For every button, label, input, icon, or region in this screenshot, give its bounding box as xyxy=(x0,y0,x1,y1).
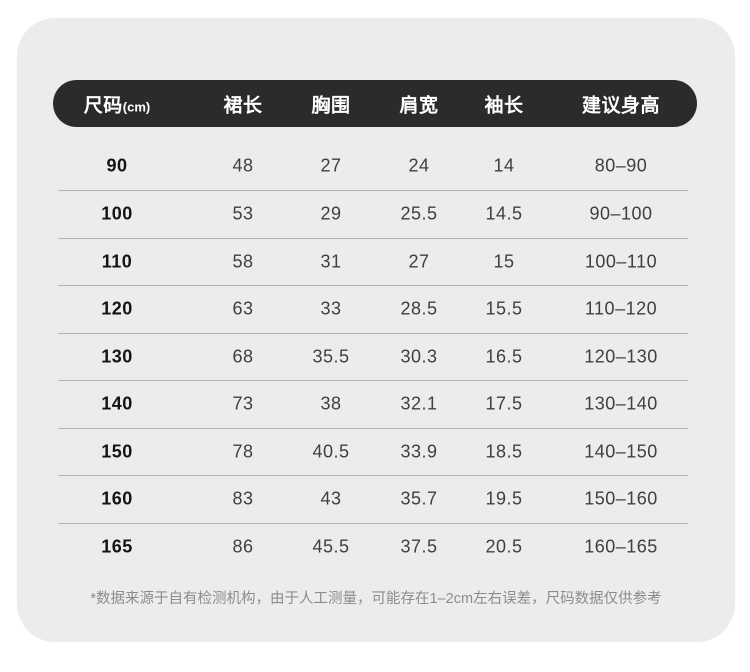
cell-sleeve-length: 19.5 xyxy=(485,488,523,509)
cell-sleeve-length: 14 xyxy=(493,155,515,176)
cell-size: 165 xyxy=(101,536,133,557)
footnote: *数据来源于自有检测机构，由于人工测量，可能存在1–2cm左右误差，尺码数据仅供… xyxy=(90,591,662,607)
table-row: 160 83 43 35.7 19.5 150–160 xyxy=(58,475,688,523)
cell-suggested-height: 100–110 xyxy=(584,251,658,272)
size-chart-panel: 尺码(cm) 裙长 胸围 肩宽 袖长 建议身高 90 48 27 24 14 8… xyxy=(17,18,735,642)
cell-sleeve-length: 17.5 xyxy=(485,393,523,414)
header-sleeve-length: 袖长 xyxy=(484,95,524,116)
header-suggested-height: 建议身高 xyxy=(581,95,661,116)
cell-sleeve-length: 15 xyxy=(493,251,515,272)
cell-shoulder-width: 32.1 xyxy=(400,393,438,414)
cell-suggested-height: 80–90 xyxy=(594,155,648,176)
table-row: 110 58 31 27 15 100–110 xyxy=(58,237,688,286)
cell-size: 100 xyxy=(101,203,133,224)
cell-bust: 35.5 xyxy=(312,346,350,367)
cell-shoulder-width: 28.5 xyxy=(400,298,438,319)
cell-shoulder-width: 30.3 xyxy=(400,346,438,367)
cell-shoulder-width: 33.9 xyxy=(400,441,438,462)
cell-sleeve-length: 16.5 xyxy=(485,346,523,367)
table-header-pill xyxy=(53,80,697,127)
cell-suggested-height: 150–160 xyxy=(584,488,658,509)
cell-sleeve-length: 20.5 xyxy=(485,536,523,557)
cell-suggested-height: 160–165 xyxy=(584,536,658,557)
table-row: 120 63 33 28.5 15.5 110–120 xyxy=(58,285,688,333)
cell-shoulder-width: 37.5 xyxy=(400,536,438,557)
cell-shoulder-width: 27 xyxy=(408,251,430,272)
table-row: 150 78 40.5 33.9 18.5 140–150 xyxy=(58,427,688,476)
cell-skirt-length: 86 xyxy=(232,536,254,557)
cell-size: 110 xyxy=(101,251,133,272)
cell-size: 160 xyxy=(101,488,133,509)
table-header-row: 尺码(cm) 裙长 胸围 肩宽 袖长 建议身高 xyxy=(58,80,688,127)
cell-suggested-height: 120–130 xyxy=(584,346,658,367)
cell-suggested-height: 110–120 xyxy=(584,298,658,319)
table-body: 90 48 27 24 14 80–90 100 53 29 25.5 14.5… xyxy=(58,127,688,570)
cell-size: 150 xyxy=(101,441,133,462)
cell-size: 140 xyxy=(101,393,133,414)
cell-bust: 31 xyxy=(320,251,342,272)
header-bust: 胸围 xyxy=(311,95,351,116)
cell-suggested-height: 90–100 xyxy=(589,203,653,224)
header-size-unit: (cm) xyxy=(122,99,151,114)
cell-shoulder-width: 24 xyxy=(408,155,430,176)
table-row: 130 68 35.5 30.3 16.5 120–130 xyxy=(58,332,688,381)
cell-skirt-length: 68 xyxy=(232,346,254,367)
cell-sleeve-length: 14.5 xyxy=(485,203,523,224)
header-size: 尺码(cm) xyxy=(84,90,150,117)
header-skirt-length: 裙长 xyxy=(223,95,263,116)
cell-size: 130 xyxy=(101,346,133,367)
cell-bust: 40.5 xyxy=(312,441,350,462)
cell-sleeve-length: 15.5 xyxy=(485,298,523,319)
cell-bust: 38 xyxy=(320,393,342,414)
cell-skirt-length: 48 xyxy=(232,155,254,176)
cell-shoulder-width: 25.5 xyxy=(400,203,438,224)
header-shoulder-width: 肩宽 xyxy=(399,95,439,116)
table-row: 100 53 29 25.5 14.5 90–100 xyxy=(58,190,688,238)
table-row: 140 73 38 32.1 17.5 130–140 xyxy=(58,380,688,428)
cell-size: 90 xyxy=(106,155,128,176)
cell-skirt-length: 73 xyxy=(232,393,254,414)
cell-suggested-height: 130–140 xyxy=(584,393,658,414)
cell-sleeve-length: 18.5 xyxy=(485,441,523,462)
cell-skirt-length: 53 xyxy=(232,203,254,224)
cell-suggested-height: 140–150 xyxy=(584,441,658,462)
cell-skirt-length: 63 xyxy=(232,298,254,319)
header-size-label: 尺码 xyxy=(83,95,123,116)
cell-bust: 29 xyxy=(320,203,342,224)
table-row: 90 48 27 24 14 80–90 xyxy=(58,127,688,190)
cell-size: 120 xyxy=(101,298,133,319)
cell-skirt-length: 58 xyxy=(232,251,254,272)
cell-skirt-length: 83 xyxy=(232,488,254,509)
cell-skirt-length: 78 xyxy=(232,441,254,462)
table-row: 165 86 45.5 37.5 20.5 160–165 xyxy=(58,522,688,571)
cell-shoulder-width: 35.7 xyxy=(400,488,438,509)
cell-bust: 33 xyxy=(320,298,342,319)
cell-bust: 45.5 xyxy=(312,536,350,557)
cell-bust: 43 xyxy=(320,488,342,509)
cell-bust: 27 xyxy=(320,155,342,176)
